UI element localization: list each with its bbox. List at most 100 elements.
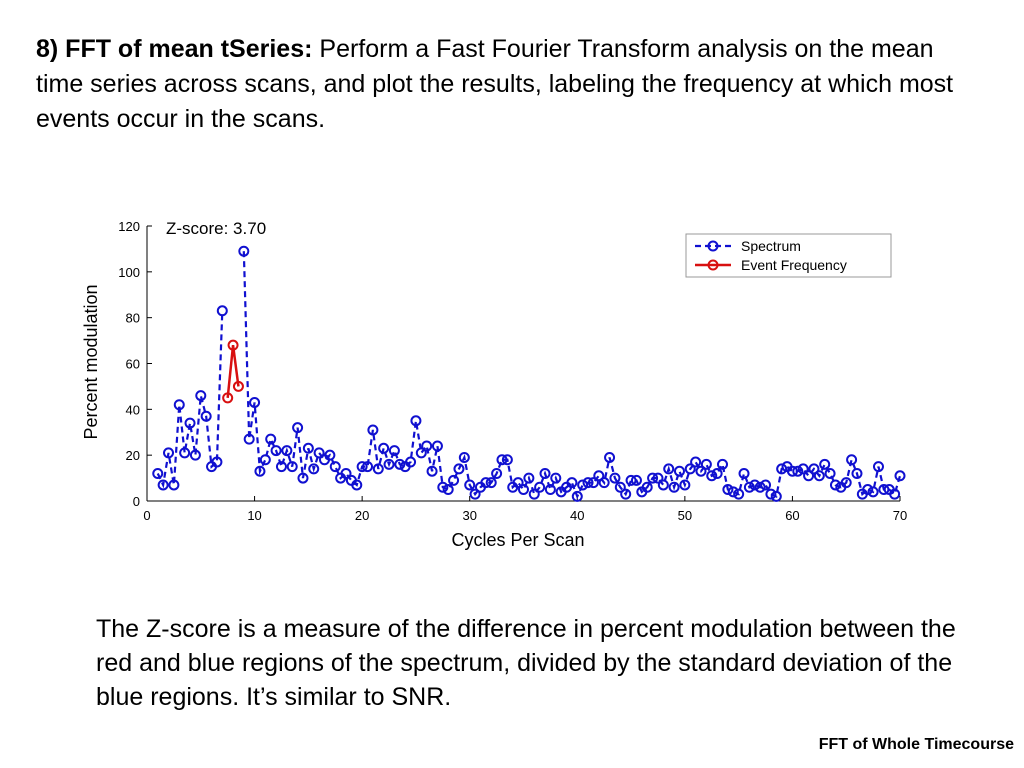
spectrum-point: [797, 463, 809, 475]
legend-spectrum-marker: [707, 240, 719, 252]
spectrum-point: [448, 474, 460, 486]
spectrum-point: [770, 490, 782, 502]
slide-heading: 8) FFT of mean tSeries: Perform a Fast F…: [36, 32, 976, 137]
spectrum-point: [378, 442, 390, 454]
spectrum-point: [722, 484, 734, 496]
x-tick-label: 0: [143, 508, 150, 523]
spectrum-point: [878, 484, 890, 496]
spectrum-point: [630, 474, 642, 486]
spectrum-point: [862, 484, 874, 496]
spectrum-point: [469, 488, 481, 500]
spectrum-point: [464, 479, 476, 491]
spectrum-point: [410, 415, 422, 427]
y-tick-label: 120: [118, 219, 140, 234]
spectrum-point: [786, 465, 798, 477]
spectrum-point: [501, 454, 513, 466]
y-axis-label: Percent modulation: [81, 284, 101, 439]
spectrum-point: [308, 463, 320, 475]
spectrum-point: [889, 488, 901, 500]
x-axis-label: Cycles Per Scan: [451, 530, 584, 550]
spectrum-point: [254, 465, 266, 477]
legend-box: [685, 233, 892, 278]
spectrum-point: [275, 461, 287, 473]
spectrum-point: [625, 474, 637, 486]
spectrum-point: [717, 458, 729, 470]
spectrum-point: [614, 481, 626, 493]
x-tick-label: 10: [247, 508, 261, 523]
spectrum-point: [867, 486, 879, 498]
spectrum-point: [372, 463, 384, 475]
legend-event-marker: [707, 259, 719, 271]
spectrum-point: [528, 488, 540, 500]
spectrum-point: [647, 472, 659, 484]
spectrum-line: [156, 310, 224, 489]
spectrum-point: [733, 488, 745, 500]
spectrum-point: [593, 470, 605, 482]
spectrum-point: [534, 481, 546, 493]
spectrum-point: [829, 479, 841, 491]
spectrum-point: [367, 424, 379, 436]
spectrum-point: [179, 447, 191, 459]
spectrum-point: [872, 461, 884, 473]
spectrum-point: [620, 488, 632, 500]
spectrum-point: [324, 449, 336, 461]
spectrum-point: [415, 447, 427, 459]
spectrum-point: [485, 477, 497, 489]
spectrum-point: [329, 461, 341, 473]
spectrum-point: [760, 479, 772, 491]
event-frequency-point: [222, 392, 234, 404]
spectrum-point: [700, 458, 712, 470]
spectrum-point: [819, 458, 831, 470]
spectrum-point: [437, 481, 449, 493]
spectrum-point: [453, 463, 465, 475]
spectrum-point: [566, 477, 578, 489]
heading-bold: 8) FFT of mean tSeries:: [36, 35, 313, 63]
spectrum-point: [706, 470, 718, 482]
spectrum-point: [577, 479, 589, 491]
y-tick-label: 60: [126, 357, 140, 372]
spectrum-point: [168, 479, 180, 491]
spectrum-point: [776, 463, 788, 475]
spectrum-point: [598, 477, 610, 489]
spectrum-point: [743, 481, 755, 493]
spectrum-point: [512, 477, 524, 489]
spectrum-point: [813, 470, 825, 482]
spectrum-point: [690, 456, 702, 468]
y-tick-label: 20: [126, 448, 140, 463]
spectrum-point: [652, 472, 664, 484]
spectrum-point: [362, 461, 374, 473]
spectrum-point: [846, 454, 858, 466]
footer-label: FFT of Whole Timecourse: [818, 736, 1014, 753]
spectrum-point: [582, 477, 594, 489]
spectrum-point: [405, 456, 417, 468]
spectrum-point: [259, 454, 271, 466]
spectrum-point: [673, 465, 685, 477]
x-tick-label: 20: [355, 508, 369, 523]
spectrum-point: [157, 479, 169, 491]
spectrum-point: [711, 468, 723, 479]
spectrum-point: [189, 449, 201, 461]
spectrum-point: [163, 447, 175, 459]
zscore-annotation: Z-score: 3.70: [166, 219, 266, 238]
spectrum-point: [641, 481, 653, 493]
spectrum-point: [351, 479, 363, 491]
spectrum-point: [340, 468, 352, 479]
spectrum-line: [242, 251, 902, 500]
spectrum-point: [383, 458, 395, 470]
spectrum-point: [803, 470, 815, 482]
spectrum-point: [738, 468, 750, 479]
spectrum-point: [749, 479, 761, 491]
spectrum-point: [851, 468, 863, 479]
spectrum-point: [894, 470, 906, 482]
zscore-explanation: The Z-score is a measure of the differen…: [96, 615, 956, 711]
y-tick-label: 100: [118, 265, 140, 280]
spectrum-point: [840, 477, 852, 489]
spectrum-point: [808, 463, 820, 475]
spectrum-point: [824, 468, 836, 479]
spectrum-point: [431, 440, 443, 452]
spectrum-point: [270, 445, 282, 457]
spectrum-point: [297, 472, 309, 484]
chart-legend: Spectrum Event Frequency: [685, 233, 892, 278]
spectrum-point: [765, 488, 777, 500]
